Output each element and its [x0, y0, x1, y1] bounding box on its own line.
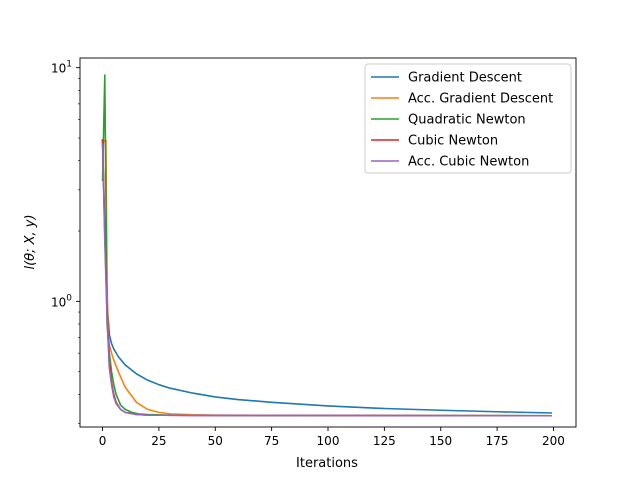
x-tick-label: 200 — [542, 434, 565, 448]
x-axis-ticks: 0 25 50 75 100 125 150 175 200 — [99, 427, 565, 448]
x-tick-label: 25 — [151, 434, 166, 448]
legend-label-3: Cubic Newton — [408, 134, 498, 149]
y-axis-label: l(θ; X, y) — [23, 214, 38, 269]
legend: Gradient Descent Acc. Gradient Descent Qua… — [364, 63, 572, 174]
series-lines — [101, 74, 553, 417]
x-tick-label: 150 — [429, 434, 452, 448]
x-tick-label: 0 — [99, 434, 107, 448]
x-tick-label: 125 — [373, 434, 396, 448]
plot-area — [79, 57, 577, 428]
series-line-4 — [101, 143, 553, 417]
x-tick-label: 175 — [486, 434, 509, 448]
legend-label-4: Acc. Cubic Newton — [408, 155, 529, 170]
x-tick-label: 75 — [264, 434, 279, 448]
x-tick-label: 100 — [317, 434, 340, 448]
legend-label-0: Gradient Descent — [408, 71, 522, 86]
x-tick-label: 50 — [208, 434, 223, 448]
x-axis-label: Iterations — [296, 456, 358, 471]
legend-label-2: Quadratic Newton — [408, 113, 526, 128]
legend-box — [364, 63, 572, 174]
legend-label-1: Acc. Gradient Descent — [408, 92, 553, 107]
series-line-0 — [101, 139, 553, 414]
